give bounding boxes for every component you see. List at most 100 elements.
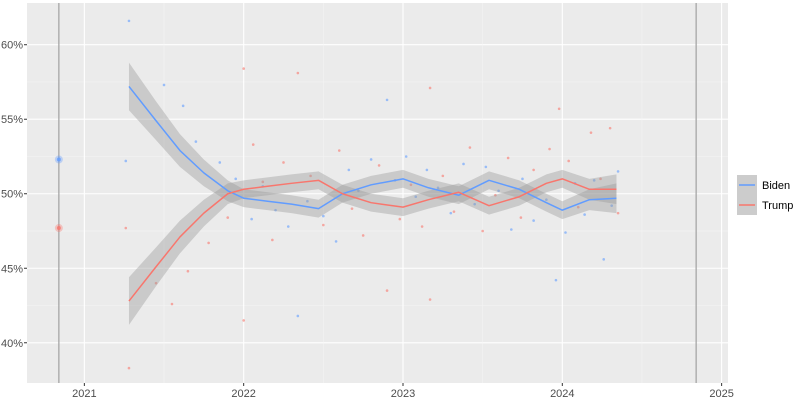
- poll-point-trump: [548, 147, 551, 151]
- legend: Biden Trump: [737, 175, 793, 215]
- poll-point-biden: [425, 168, 429, 172]
- poll-points: [124, 19, 620, 370]
- poll-point-trump: [337, 149, 341, 152]
- poll-point-trump: [361, 234, 365, 237]
- poll-point-biden: [436, 186, 440, 190]
- poll-point-biden: [124, 159, 128, 163]
- poll-point-trump: [154, 281, 158, 285]
- poll-point-trump: [261, 180, 265, 184]
- poll-point-trump: [271, 238, 274, 242]
- poll-point-biden: [234, 177, 238, 181]
- y-tick-label: 45%: [1, 263, 23, 275]
- poll-point-trump: [532, 168, 535, 172]
- poll-point-biden: [532, 219, 535, 222]
- gridlines: [27, 3, 728, 383]
- poll-point-trump: [616, 211, 620, 215]
- poll-point-trump: [296, 71, 300, 75]
- poll-point-biden: [181, 104, 185, 108]
- poll-point-trump: [385, 289, 389, 292]
- poll-point-trump: [127, 366, 131, 370]
- poll-point-trump: [322, 223, 325, 227]
- poll-point-biden: [250, 217, 253, 221]
- poll-point-trump: [377, 164, 381, 167]
- poll-point-biden: [322, 214, 325, 218]
- confidence-ribbons: [128, 62, 617, 325]
- poll-point-biden: [616, 170, 620, 173]
- poll-point-trump: [468, 146, 472, 149]
- poll-point-biden: [334, 240, 338, 243]
- poll-point-trump: [409, 183, 413, 187]
- y-tick-label: 50%: [1, 189, 23, 201]
- poll-point-biden: [610, 204, 613, 207]
- legend-label-biden: Biden: [762, 180, 790, 192]
- poll-point-trump: [170, 302, 174, 306]
- poll-point-biden: [414, 195, 418, 199]
- poll-point-trump: [567, 159, 570, 163]
- x-tick-label: 2024: [550, 388, 574, 400]
- poll-point-biden: [296, 314, 300, 318]
- trend-line-biden: [128, 85, 617, 211]
- poll-point-trump: [576, 205, 580, 209]
- poll-point-biden: [564, 231, 567, 234]
- reference-lines: [58, 3, 697, 383]
- x-tick-label: 2025: [709, 388, 733, 400]
- poll-point-trump: [242, 67, 245, 70]
- poll-point-trump: [589, 131, 593, 134]
- poll-point-biden: [347, 168, 351, 172]
- poll-point-biden: [473, 202, 476, 206]
- election-result-points: [54, 155, 63, 233]
- poll-point-trump: [186, 269, 190, 273]
- poll-point-trump: [420, 225, 424, 228]
- poll-point-biden: [545, 198, 548, 202]
- poll-point-biden: [510, 228, 513, 231]
- poll-point-biden: [521, 177, 524, 181]
- x-tick-label: 2022: [231, 388, 255, 400]
- poll-point-biden: [274, 208, 277, 212]
- poll-point-biden: [194, 140, 198, 143]
- poll-point-biden: [583, 213, 586, 216]
- poll-point-biden: [357, 189, 360, 193]
- poll-point-trump: [608, 126, 612, 130]
- poll-point-trump: [494, 193, 497, 197]
- election-result-trump: [56, 226, 61, 231]
- poll-point-biden: [449, 211, 453, 215]
- poll-point-trump: [398, 217, 402, 221]
- poll-point-biden: [369, 158, 373, 161]
- poll-point-biden: [462, 162, 465, 166]
- y-tick-label: 40%: [1, 338, 23, 350]
- legend-label-trump: Trump: [762, 200, 793, 212]
- poll-point-biden: [306, 199, 309, 203]
- y-tick-label: 60%: [1, 40, 23, 52]
- poll-point-biden: [404, 155, 408, 158]
- poll-point-biden: [602, 258, 606, 261]
- poll-point-trump: [309, 174, 312, 178]
- poll-point-trump: [428, 298, 432, 301]
- x-tick-label: 2021: [72, 388, 96, 400]
- poll-point-biden: [127, 19, 131, 23]
- poll-point-trump: [599, 177, 602, 181]
- poll-point-biden: [286, 225, 290, 228]
- poll-point-trump: [481, 229, 484, 233]
- poll-point-biden: [218, 161, 222, 164]
- poll-point-biden: [385, 98, 389, 102]
- axes: 40% 45% 50% 55% 60% 2021 2022 2023 2024 …: [1, 40, 734, 400]
- poll-point-biden: [592, 179, 596, 182]
- poll-point-trump: [557, 107, 561, 111]
- poll-point-trump: [124, 226, 128, 230]
- poll-point-trump: [226, 216, 230, 219]
- poll-point-trump: [428, 86, 432, 90]
- poll-point-biden: [162, 83, 166, 87]
- poll-point-trump: [350, 207, 354, 210]
- poll-point-biden: [497, 189, 500, 193]
- poll-point-trump: [207, 241, 210, 245]
- poll-point-trump: [506, 156, 510, 160]
- poll-point-trump: [441, 174, 445, 178]
- plot-panel: [27, 3, 728, 383]
- trend-line-trump: [128, 178, 617, 302]
- y-tick-label: 55%: [1, 114, 23, 126]
- trend-lines: [128, 85, 617, 302]
- x-tick-label: 2023: [391, 388, 415, 400]
- poll-point-trump: [251, 143, 255, 146]
